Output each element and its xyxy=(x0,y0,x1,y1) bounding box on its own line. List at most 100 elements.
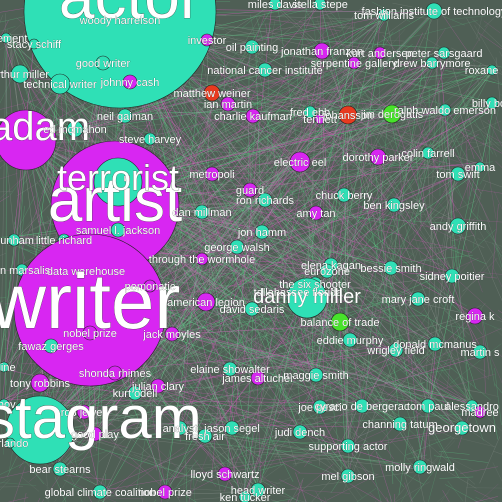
graph-node-oilpainting[interactable] xyxy=(244,39,260,55)
graph-node-actor[interactable] xyxy=(23,0,217,109)
graph-node-eddiemurphy[interactable] xyxy=(342,332,358,348)
graph-node-adam[interactable] xyxy=(0,109,57,171)
graph-node-investor[interactable] xyxy=(200,33,214,47)
graph-node-chuckberry[interactable] xyxy=(336,187,352,203)
graph-node-chov[interactable] xyxy=(0,398,10,410)
graph-node-ronrichards[interactable] xyxy=(257,192,273,208)
graph-node-dorothy[interactable] xyxy=(369,148,387,166)
graph-node-poitier[interactable] xyxy=(444,268,460,284)
graph-node-stacy[interactable] xyxy=(28,38,40,50)
graph-node-griffith[interactable] xyxy=(449,217,467,235)
graph-node-electriceel[interactable] xyxy=(289,151,311,173)
graph-node-fawaz[interactable] xyxy=(43,338,59,354)
graph-node-kurt[interactable] xyxy=(373,46,387,60)
graph-node-metropoli[interactable] xyxy=(204,166,220,182)
graph-node-julianclary[interactable] xyxy=(150,378,166,394)
graph-node-bessie[interactable] xyxy=(383,260,399,276)
graph-node-johansson[interactable] xyxy=(338,105,358,125)
graph-node-wrigley[interactable] xyxy=(388,342,404,358)
graph-node-tennett[interactable] xyxy=(314,113,326,125)
graph-node-showalter[interactable] xyxy=(222,361,238,377)
graph-node-goodplay[interactable] xyxy=(87,426,103,442)
graph-node-hoyles[interactable] xyxy=(164,326,180,342)
graph-node-robjewell[interactable] xyxy=(76,404,92,420)
graph-node-georgewalsh[interactable] xyxy=(229,239,245,255)
graph-node-climate[interactable] xyxy=(92,484,108,500)
graph-node-barrymore[interactable] xyxy=(425,56,439,70)
graph-node-tomwilliams[interactable] xyxy=(377,8,391,22)
graph-node-maryjane[interactable] xyxy=(410,291,426,307)
graph-node-goodwriter[interactable] xyxy=(95,55,111,71)
graph-node-lloyd[interactable] xyxy=(217,466,233,482)
graph-node-fashion[interactable] xyxy=(425,2,443,20)
graph-node-joepesci[interactable] xyxy=(312,399,328,415)
graph-node-roxane[interactable] xyxy=(486,64,498,76)
graph-node-weiner[interactable] xyxy=(203,84,221,102)
graph-node-freshair[interactable] xyxy=(197,428,213,444)
graph-node-tompaul[interactable] xyxy=(420,398,436,414)
graph-node-altucher[interactable] xyxy=(250,370,266,386)
graph-node-instagram[interactable] xyxy=(5,395,75,465)
graph-node-sedaris[interactable] xyxy=(244,301,260,317)
graph-node-swift[interactable] xyxy=(450,166,466,182)
graph-node-harvey[interactable] xyxy=(143,132,157,146)
graph-node-martin[interactable] xyxy=(472,344,488,360)
graph-node-georgetown[interactable] xyxy=(454,420,470,436)
graph-node-shonda[interactable] xyxy=(107,365,123,381)
graph-node-mollyringwald[interactable] xyxy=(412,459,428,475)
graph-node-nci[interactable] xyxy=(257,62,273,78)
graph-node-serpentine[interactable] xyxy=(347,56,361,70)
graph-node-terrorist[interactable] xyxy=(93,157,143,207)
graph-node-miles[interactable] xyxy=(268,0,282,11)
graph-node-peter[interactable] xyxy=(437,46,451,60)
graph-node-mcmahon[interactable] xyxy=(66,120,84,138)
graph-node-millman[interactable] xyxy=(194,204,210,220)
graph-node-kaufman[interactable] xyxy=(245,108,261,124)
graph-node-nobelprize2[interactable] xyxy=(157,484,173,500)
graph-node-jonhamm[interactable] xyxy=(254,224,270,240)
graph-node-orlando[interactable] xyxy=(4,437,16,449)
graph-node-kurtodell[interactable] xyxy=(127,385,143,401)
graph-node-amytan[interactable] xyxy=(308,205,324,221)
graph-node-johnnycash[interactable] xyxy=(122,74,138,90)
graph-node-samueljackson[interactable] xyxy=(110,222,126,238)
graph-node-nobel[interactable] xyxy=(82,325,98,341)
graph-node-americanlegion[interactable] xyxy=(196,292,216,312)
graph-node-judidench[interactable] xyxy=(292,424,308,440)
graph-node-pomonatic[interactable] xyxy=(143,279,157,293)
graph-node-guard[interactable] xyxy=(242,182,258,198)
graph-node-tonyrobbins[interactable] xyxy=(30,373,50,393)
graph-node-dunham[interactable] xyxy=(7,233,21,247)
graph-node-ianmartin[interactable] xyxy=(220,96,236,112)
graph-node-balance[interactable] xyxy=(330,312,350,332)
graph-node-fredlebb[interactable] xyxy=(303,105,317,119)
graph-node-headwriter[interactable] xyxy=(250,482,266,498)
graph-node-channing[interactable] xyxy=(392,416,408,432)
graph-node-wormhole[interactable] xyxy=(195,252,209,266)
graph-node-derogatis[interactable] xyxy=(382,104,402,124)
graph-node-madree[interactable] xyxy=(473,405,487,419)
graph-node-eurozone[interactable] xyxy=(319,263,335,279)
graph-node-emma[interactable] xyxy=(474,161,486,173)
graph-node-regina[interactable] xyxy=(466,307,484,325)
graph-node-billy[interactable] xyxy=(485,96,499,110)
graph-node-jasonsegel[interactable] xyxy=(224,420,240,436)
graph-node-stella[interactable] xyxy=(313,0,327,11)
graph-node-supporting[interactable] xyxy=(340,438,356,454)
graph-node-gaiman[interactable] xyxy=(117,108,133,124)
graph-node-bearstearns[interactable] xyxy=(52,461,68,477)
graph-node-donaldmcmanus[interactable] xyxy=(427,336,443,352)
graph-node-franzen[interactable] xyxy=(313,42,331,60)
graph-node-cyrano[interactable] xyxy=(354,398,370,414)
graph-node-technical[interactable] xyxy=(49,73,71,95)
graph-node-arthur[interactable] xyxy=(10,64,30,84)
graph-node-oline[interactable] xyxy=(0,361,10,373)
graph-node-melgibson[interactable] xyxy=(340,468,356,484)
graph-node-kingsley[interactable] xyxy=(386,197,402,213)
graph-node-analyst[interactable] xyxy=(172,420,188,436)
graph-node-management[interactable] xyxy=(0,32,12,44)
graph-node-dannymiller[interactable] xyxy=(286,277,328,319)
graph-node-kentucker[interactable] xyxy=(238,490,252,502)
graph-node-colinfarrell[interactable] xyxy=(421,146,435,160)
graph-node-maggie[interactable] xyxy=(308,367,324,383)
